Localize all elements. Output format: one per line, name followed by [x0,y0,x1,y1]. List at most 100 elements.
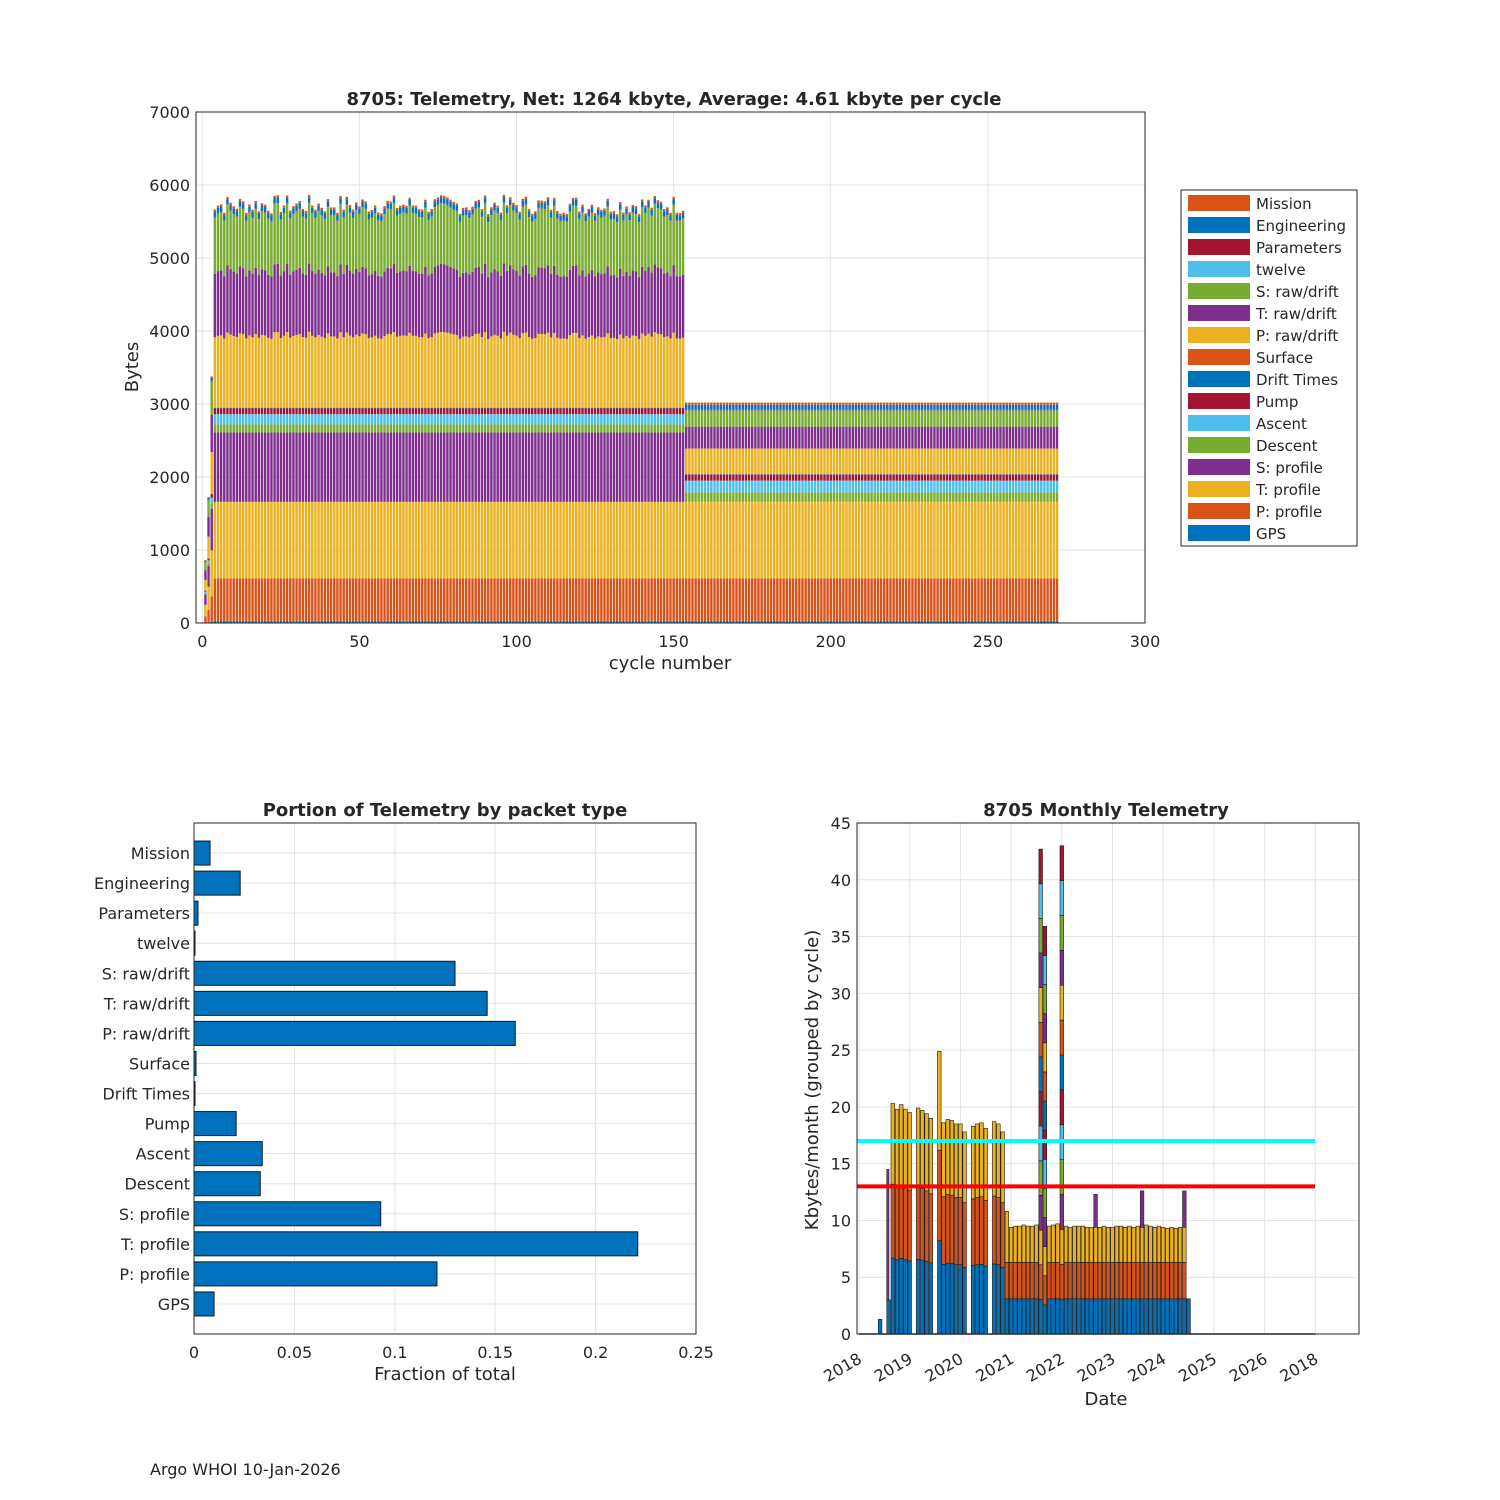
cycle-bar-segment [609,219,613,220]
monthly-bar-segment [1021,1262,1026,1300]
cycle-bar-segment [493,432,496,502]
cycle-bar-segment [219,408,223,415]
cycle-bar-segment [320,414,323,425]
cycle-bar-segment [1021,448,1024,475]
cycle-bar-segment [257,218,261,220]
cycle-bar-segment [373,213,377,272]
cycle-bar-segment [983,410,986,411]
cycle-bar-segment [527,408,531,409]
cycle-bar-segment [688,448,691,475]
monthly-bar-segment [1017,1298,1022,1335]
cycle-bar-segment [267,424,270,433]
cycle-bar-segment [389,414,393,425]
cycle-bar-segment [917,474,920,475]
cycle-bar-segment [876,409,880,411]
cycle-bar-segment [386,208,389,209]
cycle-bar-segment [832,474,836,475]
cycle-bar-segment [348,335,352,408]
cycle-bar-segment [889,410,892,427]
cycle-bar-segment [826,404,829,410]
cycle-bar-segment [326,501,330,579]
cycle-bar-segment [876,620,880,623]
cycle-bar-segment [427,408,430,409]
cycle-bar-segment [691,410,694,427]
cycle-bar-segment [578,275,581,338]
cycle-bar-segment [823,480,826,493]
cycle-bar-segment [307,194,311,198]
cycle-bar-segment [996,492,999,502]
cycle-bar-segment [590,408,594,409]
br-ytick-label: 20 [831,1098,851,1117]
cycle-bar-segment [926,402,930,405]
cycle-bar-segment [210,452,213,494]
cycle-bar-segment [399,271,402,336]
cycle-bar-segment [1040,426,1043,449]
cycle-bar-segment [590,414,594,425]
cycle-bar-segment [769,426,773,449]
cycle-bar-segment [248,206,251,212]
cycle-bar-segment [370,408,374,415]
monthly-bar-segment [992,1195,997,1265]
cycle-bar-segment [411,212,415,214]
cycle-bar-segment [263,620,267,623]
cycle-bar-segment [433,501,437,579]
bl-category-label: T: profile [120,1235,190,1254]
cycle-bar-segment [678,338,682,408]
cycle-bar-segment [826,448,829,475]
cycle-bar-segment [716,404,719,410]
cycle-bar-segment [207,563,210,566]
cycle-bar-segment [992,480,996,493]
cycle-bar-segment [728,404,732,410]
cycle-bar-segment [967,474,971,475]
cycle-bar-segment [304,501,308,579]
cycle-bar-segment [336,620,339,623]
cycle-bar-segment [992,404,996,410]
cycle-bar-segment [637,578,641,621]
cycle-bar-segment [355,202,358,205]
cycle-bar-segment [892,402,895,405]
cycle-bar-segment [524,424,528,433]
cycle-bar-segment [923,492,927,502]
cycle-bar-segment [395,207,399,211]
cycle-bar-segment [304,218,308,220]
cycle-bar-segment [543,578,547,621]
cycle-bar-segment [439,407,443,409]
cycle-bar-segment [521,333,525,408]
cycle-bar-segment [336,214,339,221]
cycle-bar-segment [575,408,578,409]
cycle-bar-segment [782,474,785,475]
cycle-bar-segment [443,198,446,204]
cycle-bar-segment [732,501,735,579]
cycle-bar-segment [675,414,679,425]
cycle-bar-segment [813,410,817,411]
cycle-bar-segment [270,221,273,222]
cycle-bar-segment [967,426,971,449]
cycle-bar-segment [974,474,977,475]
cycle-bar-segment [637,408,641,409]
cycle-bar-segment [738,501,741,579]
cycle-bar-segment [534,424,537,433]
cycle-bar-segment [1018,474,1021,475]
cycle-bar-segment [678,620,682,623]
cycle-bar-segment [838,410,842,411]
cycle-bar-segment [1011,620,1015,623]
cycle-bar-segment [468,274,471,338]
cycle-bar-segment [474,208,477,268]
cycle-bar-segment [653,264,657,333]
cycle-bar-segment [706,448,710,475]
cycle-bar-segment [483,197,487,203]
cycle-bar-segment [587,273,591,337]
cycle-bar-segment [323,219,327,276]
cycle-bar-segment [351,432,355,502]
cycle-bar-segment [738,474,741,475]
cycle-bar-segment [483,432,487,502]
cycle-bar-segment [509,408,512,415]
cycle-bar-segment [427,408,430,415]
cycle-bar-segment [974,402,977,405]
cycle-bar-segment [427,407,430,409]
cycle-bar-segment [666,214,669,216]
cycle-bar-segment [411,408,415,409]
cycle-bar-segment [235,407,239,409]
cycle-bar-segment [424,207,427,208]
cycle-bar-segment [575,578,578,621]
